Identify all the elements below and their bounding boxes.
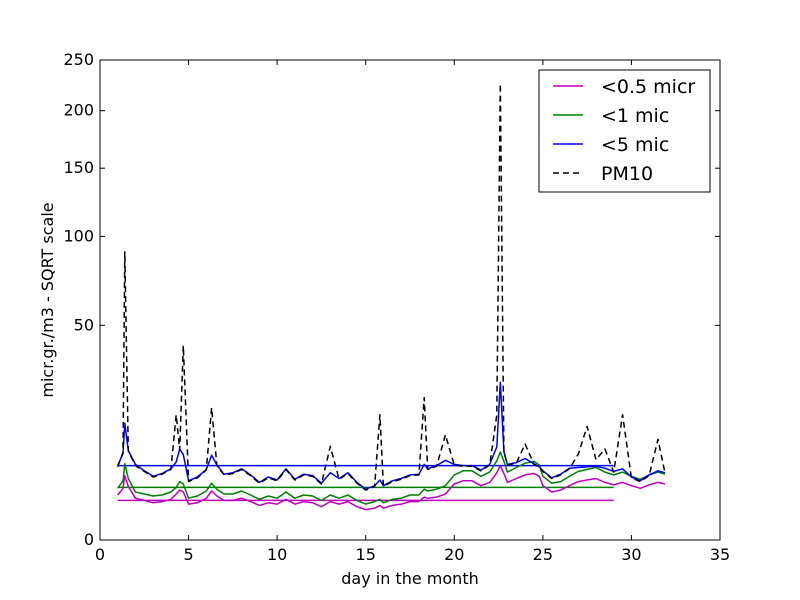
x-tick-label: 20 xyxy=(444,545,464,564)
legend-label-0: <0.5 micr xyxy=(601,76,695,98)
y-tick-label: 150 xyxy=(63,158,94,177)
y-tick-label: 0 xyxy=(84,530,94,549)
x-tick-label: 15 xyxy=(356,545,376,564)
y-tick-label: 100 xyxy=(63,226,94,245)
legend-label-1: <1 mic xyxy=(601,105,669,127)
plot-area-frame xyxy=(99,59,721,541)
series-line-2 xyxy=(117,381,666,490)
x-tick-label: 25 xyxy=(533,545,553,564)
y-tick-label: 50 xyxy=(74,315,94,334)
x-tick-label: 30 xyxy=(621,545,641,564)
legend-label-3: PM10 xyxy=(601,163,653,185)
y-axis-title: micr.gr./m3 - SQRT scale xyxy=(38,202,57,397)
series-line-1 xyxy=(117,451,666,505)
y-tick-label: 200 xyxy=(63,101,94,120)
series-line-0 xyxy=(117,464,666,511)
chart-legend: <0.5 micr <1 mic <5 mic PM10 xyxy=(538,69,711,193)
legend-box xyxy=(538,69,711,193)
series-layer xyxy=(116,82,666,511)
x-tick-label: 10 xyxy=(267,545,287,564)
y-tick-label: 250 xyxy=(63,50,94,69)
axes-layer: 0 5 10 15 20 25 30 35 0 50 100 150 200 250 xyxy=(63,50,730,564)
x-tick-label: 0 xyxy=(95,545,105,564)
legend-label-2: <5 mic xyxy=(601,134,669,156)
series-line-3 xyxy=(116,82,666,491)
x-tick-label: 5 xyxy=(183,545,193,564)
x-axis-title: day in the month xyxy=(341,569,478,588)
x-tick-label: 35 xyxy=(710,545,730,564)
